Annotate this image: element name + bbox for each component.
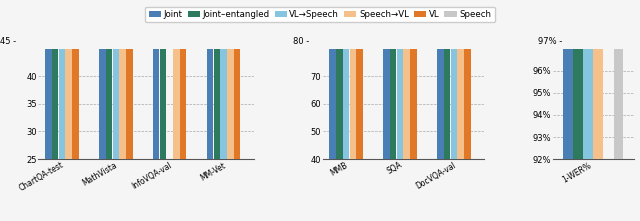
Bar: [65, 0, 72, 159]
Bar: [437, 20, 444, 159]
Bar: [45, 0, 52, 159]
Bar: [330, 0, 336, 159]
Bar: [99, 0, 106, 159]
Bar: [72, 10, 79, 159]
Bar: [227, 0, 234, 159]
Bar: [59, 0, 65, 159]
Bar: [52, 0, 58, 159]
Bar: [126, 0, 132, 159]
Bar: [214, 0, 220, 159]
Bar: [464, 43, 470, 159]
Text: 45 -: 45 -: [0, 37, 16, 46]
Bar: [458, 25, 464, 159]
Bar: [356, 0, 363, 159]
Bar: [234, 0, 240, 159]
Bar: [451, 27, 457, 159]
Bar: [180, 10, 186, 159]
Bar: [390, 0, 396, 159]
Bar: [336, 0, 342, 159]
Bar: [410, 0, 417, 159]
Bar: [106, 0, 113, 159]
Legend: Joint, Joint–entangled, VL→Speech, Speech→VL, VL, Speech: Joint, Joint–entangled, VL→Speech, Speec…: [145, 6, 495, 22]
Bar: [113, 0, 119, 159]
Bar: [160, 0, 166, 159]
Bar: [343, 0, 349, 159]
Bar: [153, 0, 159, 159]
Bar: [563, 0, 573, 159]
Bar: [207, 0, 213, 159]
Text: 97% -: 97% -: [538, 37, 563, 46]
Bar: [220, 0, 227, 159]
Bar: [593, 0, 603, 159]
Bar: [349, 0, 356, 159]
Bar: [173, 0, 180, 159]
Bar: [583, 0, 593, 159]
Bar: [383, 0, 390, 159]
Bar: [444, 22, 451, 159]
Text: 80 -: 80 -: [294, 37, 310, 46]
Bar: [397, 0, 403, 159]
Bar: [614, 0, 623, 159]
Bar: [573, 0, 583, 159]
Bar: [403, 0, 410, 159]
Bar: [119, 0, 126, 159]
